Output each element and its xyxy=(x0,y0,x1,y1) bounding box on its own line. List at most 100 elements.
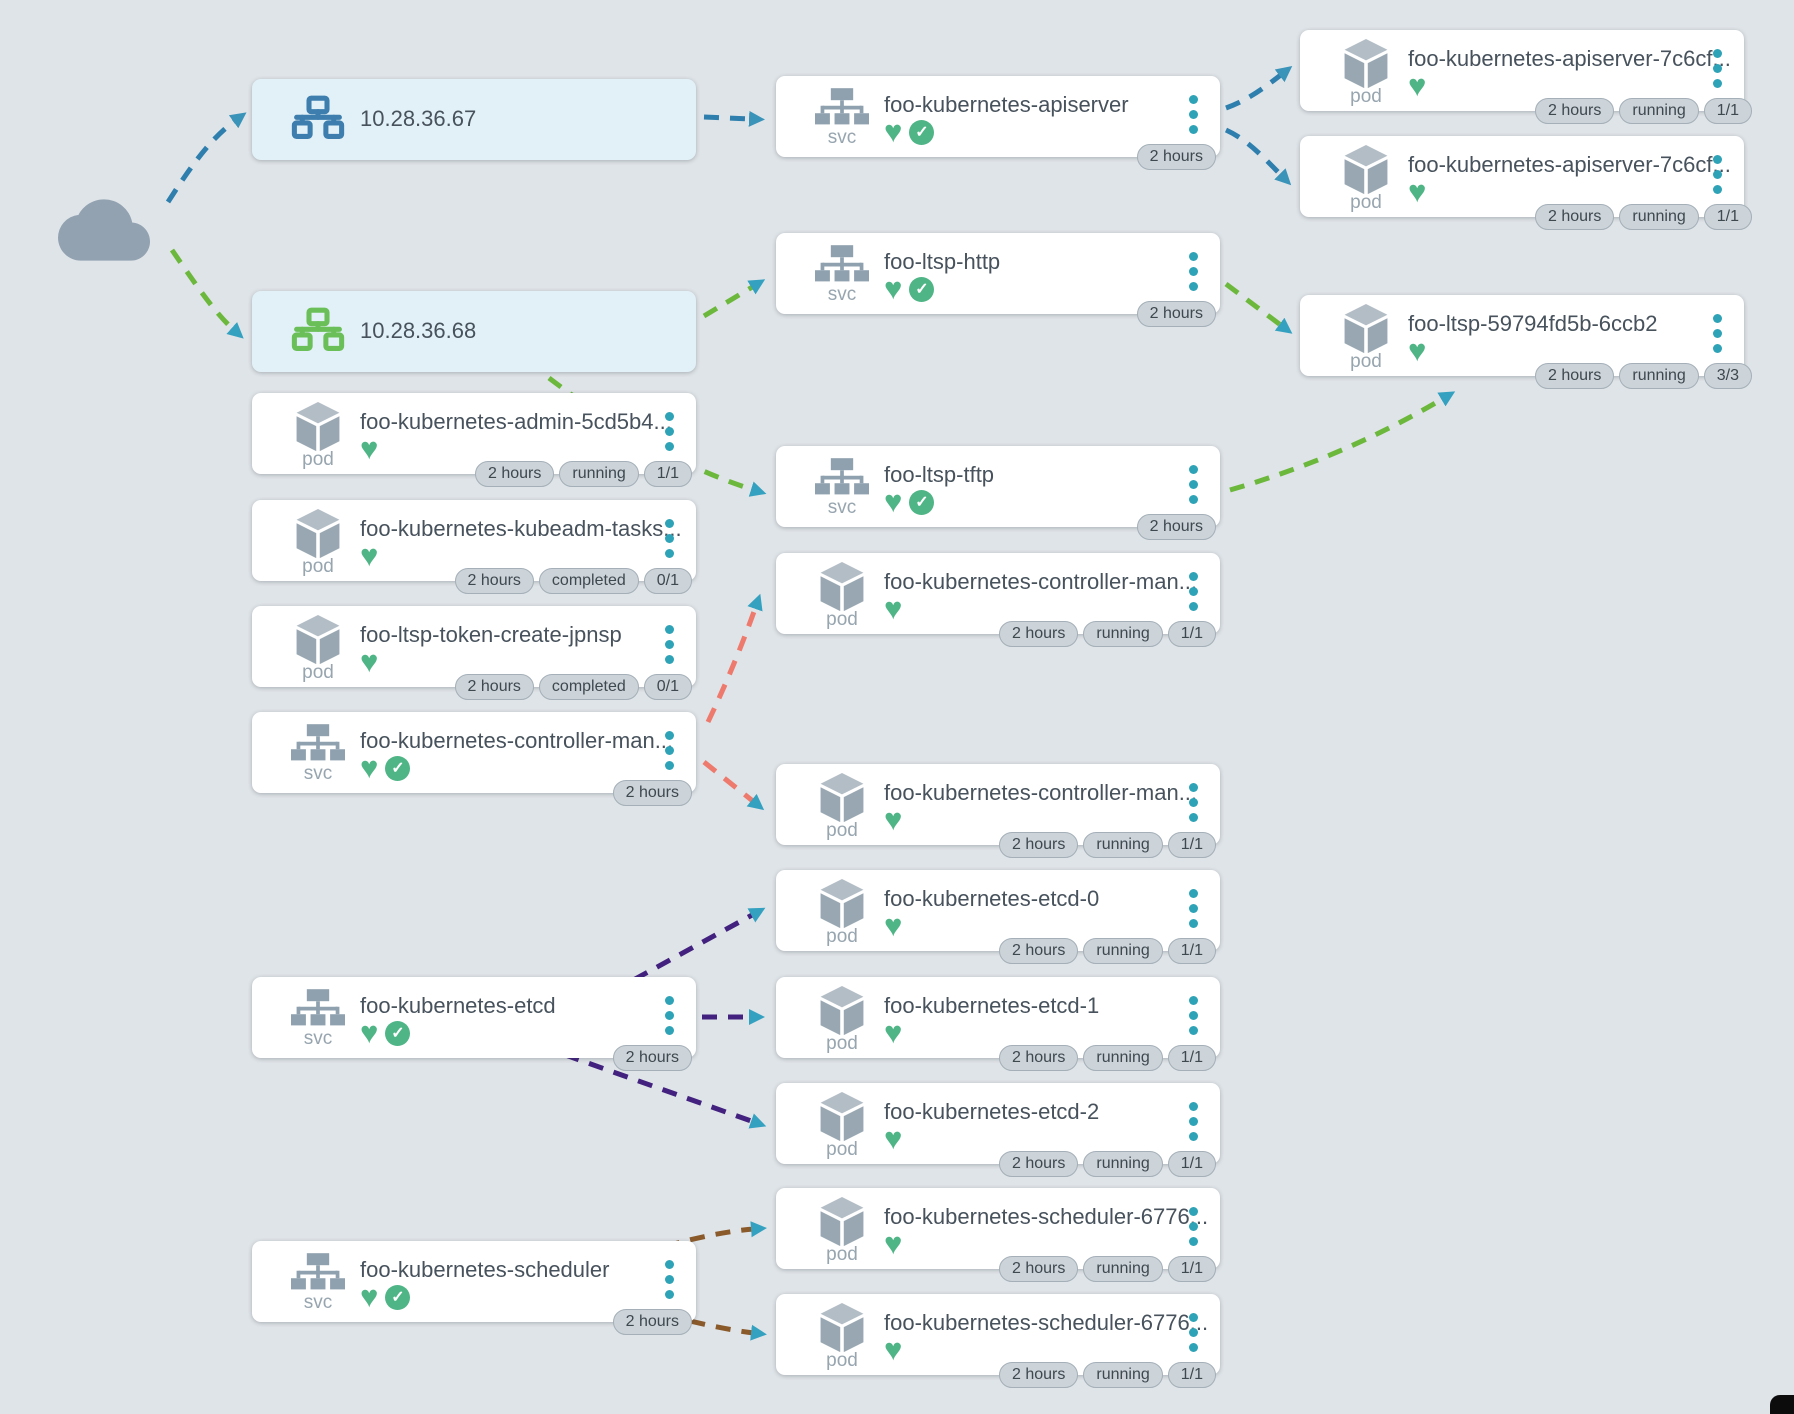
pod-card-ltsp[interactable]: pod foo-ltsp-59794fd5b-6ccb2 ♥ 2 hours r… xyxy=(1300,295,1752,389)
age-badge: 2 hours xyxy=(999,938,1079,964)
more-options-icon[interactable] xyxy=(1189,1313,1198,1352)
more-options-icon[interactable] xyxy=(1189,1207,1198,1246)
node-card-10-28-36-67[interactable]: 10.28.36.67 xyxy=(252,79,696,160)
pod-label: pod xyxy=(826,1139,858,1160)
pod-label: pod xyxy=(826,609,858,630)
healthy-heart-icon: ♥ xyxy=(1408,174,1427,209)
pod-cube-icon: pod xyxy=(804,878,880,946)
healthy-heart-icon: ♥ xyxy=(884,484,903,519)
edge-internet-to-node67 xyxy=(165,112,247,204)
more-options-icon[interactable] xyxy=(665,519,674,558)
pod-card-apiserver-1[interactable]: pod foo-kubernetes-apiserver-7c6cf... ♥ … xyxy=(1300,30,1752,124)
healthy-heart-icon: ♥ xyxy=(360,750,379,785)
ready-badge: 1/1 xyxy=(1167,1362,1216,1388)
pod-cube-icon: pod xyxy=(804,561,880,629)
pod-card-controller-manager-1[interactable]: pod foo-kubernetes-controller-man... ♥ 2… xyxy=(776,553,1220,647)
corner-overlay xyxy=(1770,1395,1794,1414)
pod-card-admin[interactable]: pod foo-kubernetes-admin-5cd5b4... ♥ 2 h… xyxy=(252,393,696,487)
card-title: foo-kubernetes-controller-man... xyxy=(884,780,1198,805)
pod-card-etcd-2[interactable]: pod foo-kubernetes-etcd-2 ♥ 2 hours runn… xyxy=(776,1083,1220,1177)
pod-cube-icon: pod xyxy=(1328,144,1404,212)
more-options-icon[interactable] xyxy=(665,1260,674,1299)
pod-card-etcd-0[interactable]: pod foo-kubernetes-etcd-0 ♥ 2 hours runn… xyxy=(776,870,1220,964)
svc-card-scheduler[interactable]: svc foo-kubernetes-scheduler ♥ ✓ 2 hours xyxy=(252,1241,696,1335)
check-circle-icon: ✓ xyxy=(909,489,935,515)
age-badge: 2 hours xyxy=(454,568,534,594)
more-options-icon[interactable] xyxy=(1713,155,1722,194)
pod-cube-icon: pod xyxy=(1328,303,1404,371)
pod-card-etcd-1[interactable]: pod foo-kubernetes-etcd-1 ♥ 2 hours runn… xyxy=(776,977,1220,1071)
card-title: foo-ltsp-59794fd5b-6ccb2 xyxy=(1408,311,1658,336)
pod-card-ltsp-token-create[interactable]: pod foo-ltsp-token-create-jpnsp ♥ 2 hour… xyxy=(252,606,696,700)
healthy-heart-icon: ♥ xyxy=(1408,333,1427,368)
svc-card-apiserver[interactable]: svc foo-kubernetes-apiserver ♥ ✓ 2 hours xyxy=(776,76,1220,170)
healthy-heart-icon: ♥ xyxy=(884,1332,903,1367)
more-options-icon[interactable] xyxy=(1189,95,1198,134)
svc-card-ltsp-http[interactable]: svc foo-ltsp-http ♥ ✓ 2 hours xyxy=(776,233,1220,327)
pod-cube-icon: pod xyxy=(280,401,356,469)
edge-scheduler-svc-to-pod1 xyxy=(639,1221,767,1257)
status-badge: completed xyxy=(538,568,639,594)
card-title: foo-kubernetes-scheduler-6776... xyxy=(884,1204,1209,1229)
age-badge: 2 hours xyxy=(999,621,1079,647)
ready-badge: 1/1 xyxy=(1167,1045,1216,1071)
more-options-icon[interactable] xyxy=(1189,1102,1198,1141)
status-badge: running xyxy=(1619,363,1699,389)
check-circle-icon: ✓ xyxy=(385,1020,411,1046)
card-title: foo-kubernetes-scheduler xyxy=(360,1257,610,1282)
network-lan-icon xyxy=(280,95,356,143)
status-badge: running xyxy=(1083,938,1163,964)
more-options-icon[interactable] xyxy=(1713,314,1722,353)
healthy-heart-icon: ♥ xyxy=(884,271,903,306)
more-options-icon[interactable] xyxy=(1189,572,1198,611)
pod-card-apiserver-2[interactable]: pod foo-kubernetes-apiserver-7c6cf... ♥ … xyxy=(1300,136,1752,230)
more-options-icon[interactable] xyxy=(665,412,674,451)
more-options-icon[interactable] xyxy=(1189,996,1198,1035)
pod-label: pod xyxy=(1350,86,1382,107)
pod-cube-icon: pod xyxy=(804,1302,880,1370)
svc-label: svc xyxy=(303,1292,333,1313)
check-circle-icon: ✓ xyxy=(385,1284,411,1310)
svc-card-ltsp-tftp[interactable]: svc foo-ltsp-tftp ♥ ✓ 2 hours xyxy=(776,446,1220,540)
healthy-heart-icon: ♥ xyxy=(884,114,903,149)
check-circle-icon: ✓ xyxy=(909,119,935,145)
more-options-icon[interactable] xyxy=(665,625,674,664)
svc-card-controller-manager[interactable]: svc foo-kubernetes-controller-man... ♥ ✓… xyxy=(252,712,696,806)
internet-cloud-icon[interactable] xyxy=(38,184,170,276)
healthy-heart-icon: ♥ xyxy=(360,538,379,573)
age-badge: 2 hours xyxy=(612,780,692,806)
pod-cube-icon: pod xyxy=(804,1091,880,1159)
pod-card-controller-manager-2[interactable]: pod foo-kubernetes-controller-man... ♥ 2… xyxy=(776,764,1220,858)
pod-label: pod xyxy=(826,1244,858,1265)
node-title: 10.28.36.68 xyxy=(360,318,477,343)
svc-card-etcd[interactable]: svc foo-kubernetes-etcd ♥ ✓ 2 hours xyxy=(252,977,696,1071)
card-title: foo-kubernetes-controller-man... xyxy=(360,728,674,753)
pod-card-kubeadm-tasks[interactable]: pod foo-kubernetes-kubeadm-tasks... ♥ 2 … xyxy=(252,500,696,594)
pod-label: pod xyxy=(826,1033,858,1054)
pod-card-scheduler-1[interactable]: pod foo-kubernetes-scheduler-6776... ♥ 2… xyxy=(776,1188,1220,1282)
more-options-icon[interactable] xyxy=(1189,252,1198,291)
more-options-icon[interactable] xyxy=(1189,889,1198,928)
age-badge: 2 hours xyxy=(1535,98,1615,124)
more-options-icon[interactable] xyxy=(665,996,674,1035)
edge-scheduler-svc-to-pod2 xyxy=(639,1305,767,1341)
card-title: foo-kubernetes-etcd xyxy=(360,993,556,1018)
more-options-icon[interactable] xyxy=(1713,49,1722,88)
card-title: foo-ltsp-tftp xyxy=(884,462,995,487)
status-badge: running xyxy=(1619,204,1699,230)
card-title: foo-kubernetes-apiserver-7c6cf... xyxy=(1408,152,1731,177)
more-options-icon[interactable] xyxy=(1189,783,1198,822)
edge-etcd-svc-to-etcd2 xyxy=(539,1043,767,1129)
healthy-heart-icon: ♥ xyxy=(884,1015,903,1050)
age-badge: 2 hours xyxy=(1136,514,1216,540)
service-tree-icon: svc xyxy=(280,720,356,783)
service-tree-icon: svc xyxy=(804,84,880,147)
network-lan-icon xyxy=(280,307,356,355)
pod-card-scheduler-2[interactable]: pod foo-kubernetes-scheduler-6776... ♥ 2… xyxy=(776,1294,1220,1388)
pod-label: pod xyxy=(302,556,334,577)
more-options-icon[interactable] xyxy=(665,731,674,770)
pod-label: pod xyxy=(1350,351,1382,372)
node-card-10-28-36-68[interactable]: 10.28.36.68 xyxy=(252,291,696,372)
more-options-icon[interactable] xyxy=(1189,465,1198,504)
